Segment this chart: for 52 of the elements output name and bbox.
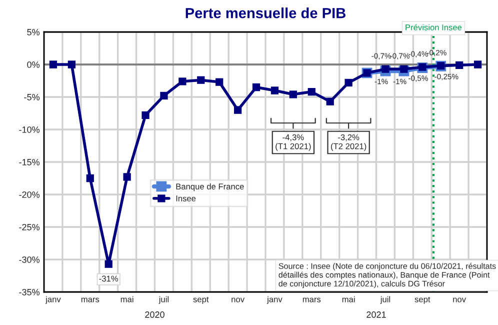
x-tick-label: mai	[120, 296, 134, 302]
y-tick-label: 5%	[27, 29, 40, 36]
y-tick-label: -10%	[19, 126, 40, 133]
point	[308, 88, 316, 96]
point	[344, 78, 352, 87]
annotation: -4,3% (T1 2021)	[276, 134, 311, 151]
annotation: -3,2% (T2 2021)	[331, 134, 366, 151]
point	[49, 60, 58, 68]
y-tick-label: -25%	[19, 224, 40, 230]
x-tick-label: juil	[158, 296, 169, 304]
point	[382, 65, 390, 73]
point	[178, 78, 186, 86]
legend-label: Insee	[176, 196, 196, 202]
y-tick-label: 0%	[27, 61, 40, 68]
y-tick-label: -5%	[24, 94, 40, 100]
point	[197, 76, 205, 84]
point	[216, 78, 224, 86]
point	[326, 98, 334, 106]
point	[142, 111, 150, 120]
point	[270, 86, 279, 94]
x-tick-label: janv	[266, 296, 282, 304]
legend-label: Banque de France	[176, 183, 244, 192]
point	[68, 60, 76, 68]
x-tick-label: juil	[380, 296, 390, 304]
point	[160, 92, 168, 100]
point	[474, 60, 482, 68]
point	[104, 260, 112, 268]
point	[252, 83, 260, 92]
point	[400, 65, 408, 73]
point	[86, 174, 94, 182]
x-tick-label: mars	[81, 298, 100, 302]
point	[234, 106, 242, 114]
x-tick-label: janv	[45, 296, 61, 304]
x-tick-label: nov	[453, 298, 466, 302]
text: 2020	[145, 311, 164, 318]
point	[123, 173, 131, 181]
point	[455, 61, 464, 69]
x-tick-label: mai	[342, 296, 355, 302]
y-tick-label: -35%	[19, 288, 40, 296]
annotation: Source : Insee (Note de conjoncture du 06/10/2021, résultats détaillés des comptes nationaux), Banque de France (Point de conjoncture 12/10/2021), calculs DG Trésor	[278, 262, 496, 288]
text: Prévision Insee	[406, 24, 462, 30]
y-tick-label: -20%	[19, 191, 40, 198]
data-label: -31%	[99, 276, 118, 282]
point	[289, 90, 298, 98]
y-tick-label: -15%	[19, 159, 40, 166]
x-tick-label: nov	[232, 298, 244, 302]
chart-title: Perte mensuelle de PIB	[186, 8, 346, 18]
text: 2021	[366, 311, 386, 318]
x-tick-label: sept	[193, 296, 209, 304]
y-tick-label: -30%	[19, 256, 40, 263]
x-tick-label: sept	[414, 296, 430, 304]
x-tick-label: mars	[302, 298, 321, 302]
